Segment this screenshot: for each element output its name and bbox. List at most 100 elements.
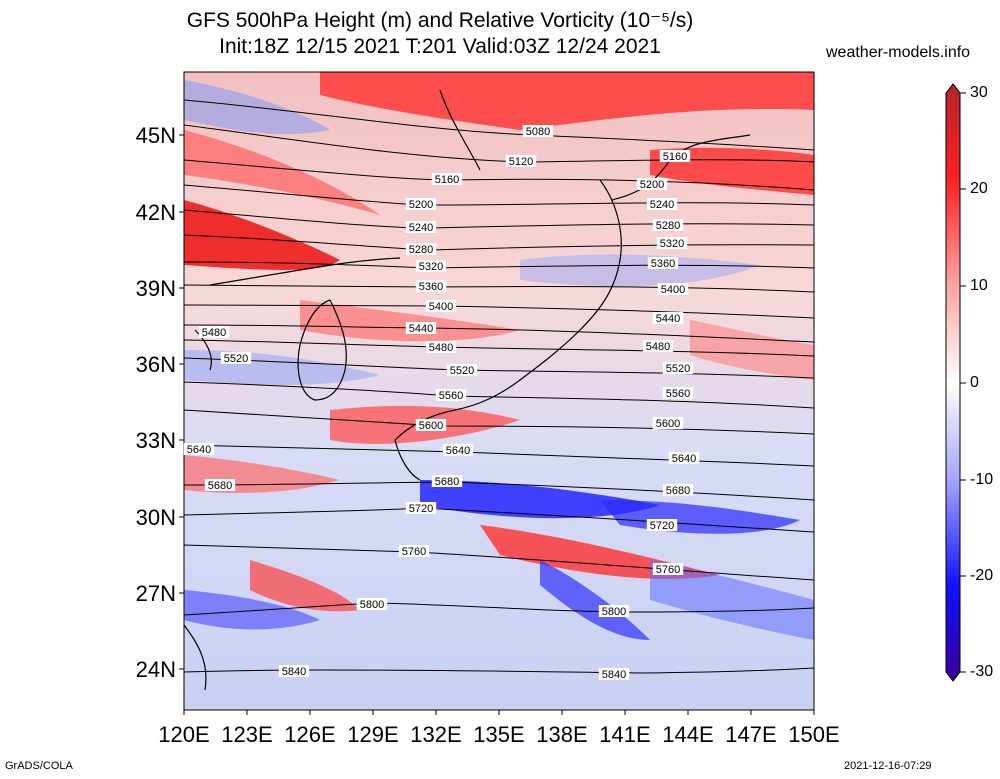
chart-title-line1: GFS 500hPa Height (m) and Relative Vorti…	[186, 9, 694, 32]
contour-label: 5600	[419, 420, 443, 432]
lat-label-36n: 36N	[135, 352, 176, 377]
contour-label-box	[659, 150, 691, 162]
contour-label: 5320	[419, 261, 443, 273]
contour-label-box	[405, 243, 437, 255]
contour-label: 5720	[650, 520, 674, 532]
colorbar-label-10: 10	[970, 277, 988, 294]
contour-label-box	[636, 178, 668, 190]
contour-label-box	[398, 545, 430, 557]
contour-label: 5400	[429, 301, 453, 313]
contour-label: 5680	[435, 476, 459, 488]
contour-label: 5480	[646, 341, 670, 353]
footer-software: GrADS/COLA	[5, 760, 73, 772]
contour-label: 5480	[202, 327, 226, 339]
contour-label: 5840	[602, 669, 626, 681]
colorbar-label-30: 30	[970, 84, 988, 101]
colorbar-label-neg20: -20	[970, 567, 994, 584]
lon-label-120e: 120E	[158, 722, 210, 747]
contour-label: 5160	[663, 151, 687, 163]
contour-label-box	[642, 340, 674, 352]
lat-label-42n: 42N	[135, 200, 176, 225]
contour-label-box	[505, 155, 537, 167]
lon-label-129e: 129E	[347, 722, 399, 747]
contour-label-box	[652, 312, 684, 324]
contour-label: 5640	[187, 444, 211, 456]
contour-label-box	[652, 219, 684, 231]
contour-label-box	[598, 668, 630, 680]
contour-label: 5640	[446, 445, 470, 457]
lon-label-150e: 150E	[788, 722, 840, 747]
contour-label: 5360	[419, 281, 443, 293]
lon-label-147e: 147E	[725, 722, 777, 747]
contour-label-box	[198, 326, 230, 338]
contour-label-box	[435, 389, 467, 401]
contour-label: 5240	[650, 199, 674, 211]
contour-label-box	[415, 280, 447, 292]
contour-label: 5520	[666, 363, 690, 375]
contour-label-box	[278, 665, 310, 677]
contour-label: 5440	[656, 313, 680, 325]
contour-label-box	[652, 563, 684, 575]
contour-label-box	[657, 283, 689, 295]
contour-label-box	[446, 364, 478, 376]
lon-label-123e: 123E	[221, 722, 273, 747]
contour-label: 5280	[409, 244, 433, 256]
footer-timestamp: 2021-12-16-07:29	[844, 760, 932, 772]
contour-label: 5840	[282, 666, 306, 678]
contour-label: 5240	[409, 222, 433, 234]
colorbar	[945, 83, 966, 682]
contour-label: 5560	[439, 390, 463, 402]
contour-label-box	[405, 502, 437, 514]
contour-label-box	[668, 452, 700, 464]
contour-label: 5280	[656, 220, 680, 232]
contour-label: 5160	[435, 174, 459, 186]
contour-label: 5320	[660, 238, 684, 250]
lat-label-27n: 27N	[135, 581, 176, 606]
contour-label: 5120	[509, 156, 533, 168]
axis-ticks	[179, 134, 815, 715]
contour-label-box	[220, 352, 252, 364]
contour-label-box	[656, 237, 688, 249]
lat-label-39n: 39N	[135, 276, 176, 301]
vorticity-field	[184, 72, 814, 710]
contour-label: 5360	[651, 258, 675, 270]
lat-label-24n: 24N	[135, 657, 176, 682]
contour-label: 5400	[661, 284, 685, 296]
contour-label-box	[522, 125, 554, 137]
contour-label-box	[415, 260, 447, 272]
colorbar-label-neg10: -10	[970, 471, 994, 488]
contour-label: 5720	[409, 503, 433, 515]
contour-label: 5760	[656, 564, 680, 576]
contour-label: 5640	[672, 453, 696, 465]
contour-label-box	[598, 605, 630, 617]
lon-label-144e: 144E	[662, 722, 714, 747]
contour-label-box	[431, 475, 463, 487]
contour-labels: 5080 5120 5160 5160 5200 5200 5240 5240 5280 5280…	[183, 125, 700, 681]
contour-label: 5600	[656, 418, 680, 430]
contour-label-box	[647, 257, 679, 269]
contour-label-box	[662, 387, 694, 399]
contour-label-box	[431, 173, 463, 185]
contour-label-box	[646, 198, 678, 210]
contour-label: 5520	[450, 365, 474, 377]
chart-title-line2: Init:18Z 12/15 2021 T:201 Valid:03Z 12/2…	[219, 35, 661, 58]
lon-label-132e: 132E	[410, 722, 462, 747]
lon-label-126e: 126E	[284, 722, 336, 747]
contour-label: 5440	[409, 323, 433, 335]
contour-label-box	[662, 484, 694, 496]
contour-label-box	[183, 443, 215, 455]
contour-label-box	[425, 300, 457, 312]
contour-label: 5200	[409, 199, 433, 211]
contour-label: 5680	[208, 480, 232, 492]
lon-label-135e: 135E	[473, 722, 525, 747]
contour-label-box	[415, 419, 447, 431]
contour-label-box	[425, 341, 457, 353]
contour-label-box	[405, 198, 437, 210]
contour-label-box	[646, 519, 678, 531]
lat-label-30n: 30N	[135, 505, 176, 530]
site-credit: weather-models.info	[826, 44, 971, 61]
contour-label: 5680	[666, 485, 690, 497]
contour-label-box	[356, 598, 388, 610]
contour-label-box	[662, 362, 694, 374]
